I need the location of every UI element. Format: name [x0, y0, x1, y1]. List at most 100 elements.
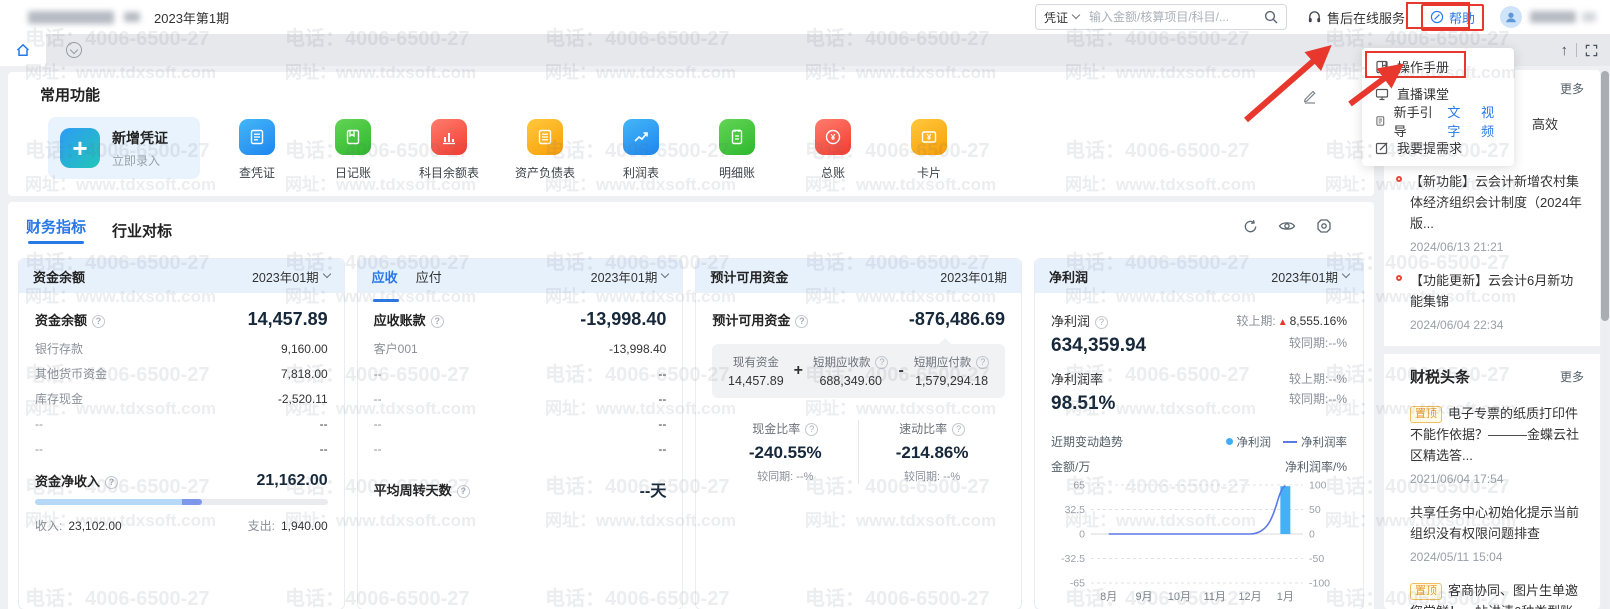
- refresh-icon[interactable]: [1243, 219, 1258, 234]
- guide-text-link[interactable]: 文字: [1447, 104, 1461, 139]
- visibility-icon[interactable]: [1278, 219, 1296, 233]
- bullet-ring-icon: [1396, 176, 1402, 182]
- up-arrow-icon: ▲: [1277, 317, 1288, 328]
- menu-item-manual[interactable]: 操作手册: [1362, 53, 1514, 80]
- help-button[interactable]: 帮助: [1420, 3, 1484, 31]
- help-tooltip-icon[interactable]: [795, 315, 809, 328]
- period-selector[interactable]: 2023年01期: [591, 267, 670, 286]
- manual-book-icon: [1376, 60, 1388, 73]
- top-bar: 2023年第1期 凭证 售后在线服务 帮助: [0, 0, 1610, 34]
- tax-news-item[interactable]: 置顶 电子专票的纸质打印件不能作依据？———金蝶云社区精选答... 2021/06…: [1410, 406, 1580, 486]
- news-item[interactable]: 【新功能】云会计新增农村集体经济组织会计制度（2024年版... 2024/06…: [1396, 171, 1584, 254]
- detail-row: -- --: [35, 441, 328, 456]
- svg-text:1月: 1月: [1277, 591, 1294, 603]
- svg-text:32.5: 32.5: [1065, 504, 1086, 516]
- quick-item-general-ledger[interactable]: ¥ 总账: [794, 117, 872, 181]
- period-selector[interactable]: 2023年01期: [252, 267, 331, 286]
- live-class-icon: [1375, 88, 1389, 100]
- chevron-down-icon: [1341, 269, 1351, 279]
- svg-text:11月: 11月: [1203, 591, 1225, 603]
- help-tooltip-icon[interactable]: [456, 484, 470, 498]
- tab-financial-indicators[interactable]: 财务指标: [26, 216, 86, 244]
- help-tooltip-icon[interactable]: [92, 315, 106, 328]
- period-selector[interactable]: 2023年01期: [1271, 267, 1351, 286]
- edit-icon[interactable]: [1302, 88, 1318, 104]
- income-expense-bar: [35, 499, 328, 505]
- trend-title: 近期变动趋势: [1051, 435, 1124, 449]
- help-tooltip-icon[interactable]: [976, 356, 990, 369]
- tab-industry-benchmark[interactable]: 行业对标: [112, 222, 173, 240]
- quick-item-account-balance[interactable]: 科目余额表: [410, 117, 488, 181]
- svg-text:65: 65: [1073, 480, 1085, 492]
- user-avatar[interactable]: [1500, 6, 1522, 28]
- period-label: 2023年01期: [940, 270, 1008, 285]
- quick-item-daybook[interactable]: 日记账: [314, 117, 392, 181]
- svg-text:10月: 10月: [1168, 591, 1191, 603]
- page-scrollbar[interactable]: [1601, 68, 1609, 609]
- current-period[interactable]: 2023年第1期: [154, 10, 230, 26]
- tab-list-dropdown-icon[interactable]: [66, 42, 82, 58]
- tab-receivable[interactable]: 应收: [371, 269, 398, 285]
- home-tab[interactable]: [0, 34, 46, 66]
- svg-text:8月: 8月: [1100, 591, 1117, 603]
- active-tab-underline: [372, 299, 399, 302]
- announcements-more-link[interactable]: 更多: [1559, 82, 1584, 96]
- help-tooltip-icon[interactable]: [952, 423, 966, 436]
- tab-payable[interactable]: 应付: [415, 269, 442, 285]
- after-sales-service[interactable]: 售后在线服务: [1307, 8, 1405, 27]
- help-tooltip-icon[interactable]: [1095, 316, 1109, 329]
- company-name-blurred[interactable]: [28, 10, 114, 24]
- settings-icon[interactable]: [1316, 218, 1332, 234]
- scrollbar-thumb[interactable]: [1601, 71, 1609, 321]
- tax-news-more-link[interactable]: 更多: [1559, 370, 1584, 384]
- company-extra-blurred: [124, 12, 140, 22]
- search-icon[interactable]: [1264, 10, 1278, 24]
- balance-sheet-icon: [527, 119, 563, 155]
- workspace-tab-strip: ↑: [0, 34, 1610, 66]
- menu-item-feature-request[interactable]: 我要提需求: [1362, 134, 1514, 161]
- quick-item-balance-sheet[interactable]: 资产负债表: [506, 117, 584, 181]
- card-receivable-payable: 应收 应付 2023年01期 应收账款 -13,998.40 客户001-13,…: [356, 258, 684, 609]
- detail-ledger-icon: [719, 119, 755, 155]
- svg-text:-50: -50: [1309, 553, 1324, 565]
- global-search[interactable]: 凭证: [1034, 4, 1287, 30]
- svg-text:0: 0: [1079, 529, 1085, 541]
- guide-video-link[interactable]: 视频: [1481, 104, 1495, 139]
- search-input[interactable]: [1088, 10, 1264, 24]
- quick-item-income-statement[interactable]: 利润表: [602, 117, 680, 181]
- help-tooltip-icon[interactable]: [105, 476, 119, 489]
- svg-text:100: 100: [1309, 480, 1327, 492]
- news-item[interactable]: 【功能更新】云会计6月新功能集锦 2024/06/04 22:34: [1396, 270, 1584, 332]
- quick-panel-title: 常用功能: [40, 87, 101, 104]
- help-tooltip-icon[interactable]: [430, 315, 444, 328]
- quick-item-voucher-query[interactable]: 查凭证: [218, 117, 296, 181]
- help-tooltip-icon[interactable]: [805, 423, 819, 436]
- detail-row: -- --: [373, 391, 667, 406]
- new-voucher-button[interactable]: + 新增凭证 立即录入: [48, 117, 200, 179]
- trend-chart: 65 100 32.5 50 0 0 -32.5 -50 -65 -100 8月 9月 10月 11月 12…: [1061, 480, 1330, 604]
- svg-text:-65: -65: [1070, 578, 1085, 590]
- scroll-top-icon[interactable]: ↑: [1560, 41, 1569, 59]
- bullet-ring-icon: [1396, 275, 1402, 281]
- search-category-select[interactable]: 凭证: [1044, 9, 1081, 26]
- quick-ratio: 速动比率 -214.86% 较同期: --%: [858, 420, 1005, 484]
- menu-item-beginner-guide[interactable]: 新手引导 文字 视频: [1362, 105, 1514, 139]
- detail-row: 库存现金 -2,520.11: [35, 391, 328, 407]
- detail-row: -- --: [373, 366, 667, 381]
- pinned-badge: 置顶: [1410, 406, 1442, 423]
- request-pencil-icon: [1375, 141, 1388, 154]
- quick-functions-panel: 常用功能 + 新增凭证 立即录入 查凭证 日记账 科目余额表: [8, 72, 1374, 196]
- help-tooltip-icon[interactable]: [875, 356, 889, 369]
- plus-icon: +: [60, 128, 100, 168]
- quick-item-card[interactable]: ¥ 卡片: [890, 117, 968, 181]
- fullscreen-icon[interactable]: [1585, 44, 1598, 57]
- guide-doc-icon: [1376, 115, 1385, 126]
- quick-item-detail-ledger[interactable]: 明细账: [698, 117, 776, 181]
- username-blurred[interactable]: [1530, 11, 1576, 23]
- help-compass-icon: [1430, 10, 1444, 24]
- voucher-query-icon: [239, 119, 275, 155]
- tax-news-item[interactable]: 共享任务中心初始化提示当前组织没有权限问题排查 2024/05/11 15:04: [1410, 505, 1580, 564]
- pinned-badge: 置顶: [1410, 583, 1442, 600]
- svg-text:-100: -100: [1309, 578, 1330, 590]
